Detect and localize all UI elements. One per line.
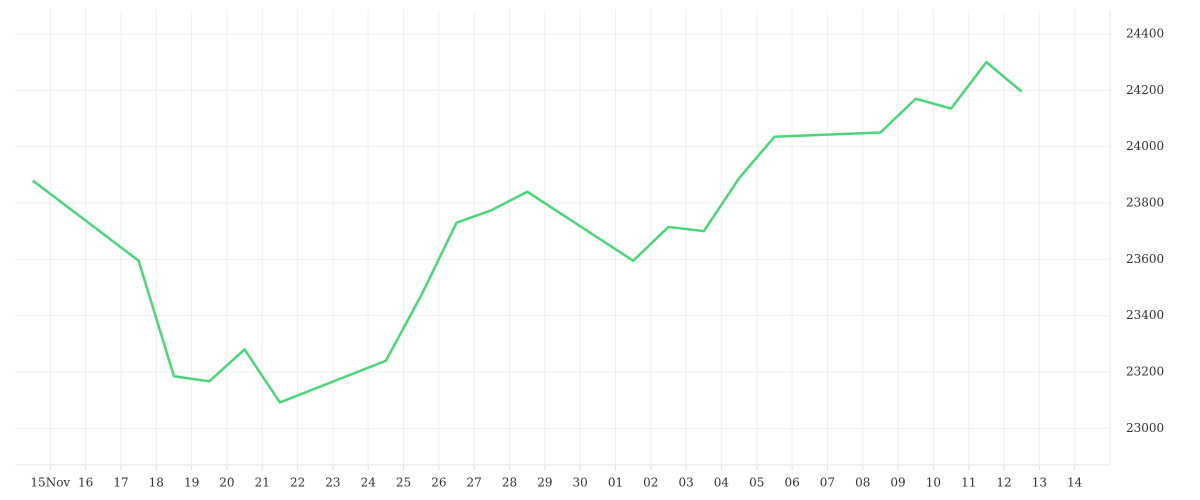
line-series xyxy=(31,60,1023,404)
x-tick-label: 05 xyxy=(749,476,764,490)
x-tick-label: 17 xyxy=(113,476,128,490)
x-tick-label: 23 xyxy=(325,476,340,490)
x-tick-label: 01 xyxy=(608,476,623,490)
x-tick-label: 22 xyxy=(290,476,305,490)
x-tick-label: 03 xyxy=(678,476,693,490)
y-tick-label: 23000 xyxy=(1126,421,1164,435)
x-tick-label: 06 xyxy=(784,476,799,490)
x-tick-label: 18 xyxy=(149,476,164,490)
y-tick-label: 24200 xyxy=(1126,83,1164,97)
x-tick-label: 20 xyxy=(219,476,234,490)
x-tick-label: 26 xyxy=(431,476,446,490)
x-tick-label: 29 xyxy=(537,476,552,490)
y-tick-label: 23400 xyxy=(1126,308,1164,322)
x-tick-label: 08 xyxy=(855,476,870,490)
x-tick-label: 30 xyxy=(573,476,588,490)
x-tick-label: 04 xyxy=(714,476,730,490)
y-tick-label: 23200 xyxy=(1126,365,1164,379)
x-tick-label: 13 xyxy=(1032,476,1047,490)
x-tick-label: 07 xyxy=(820,476,835,490)
x-tick-label: 28 xyxy=(502,476,517,490)
y-tick-label: 24000 xyxy=(1126,139,1164,153)
x-tick-label: 19 xyxy=(184,476,199,490)
y-tick-label: 23600 xyxy=(1126,252,1164,266)
x-tick-label: 24 xyxy=(361,476,377,490)
x-tick-label: 21 xyxy=(255,476,270,490)
x-tick-label: 11 xyxy=(961,476,976,490)
x-tick-label: 14 xyxy=(1067,476,1083,490)
x-tick-label: 02 xyxy=(643,476,658,490)
y-tick-label: 23800 xyxy=(1126,195,1164,209)
x-tick-label: 12 xyxy=(996,476,1011,490)
y-tick-label: 24400 xyxy=(1126,26,1164,40)
x-tick-label: 27 xyxy=(467,476,482,490)
x-tick-label: 10 xyxy=(926,476,941,490)
x-tick-label: 09 xyxy=(890,476,905,490)
x-tick-label: 16 xyxy=(78,476,93,490)
x-tick-label: 15Nov xyxy=(30,476,70,490)
x-tick-label: 25 xyxy=(396,476,411,490)
